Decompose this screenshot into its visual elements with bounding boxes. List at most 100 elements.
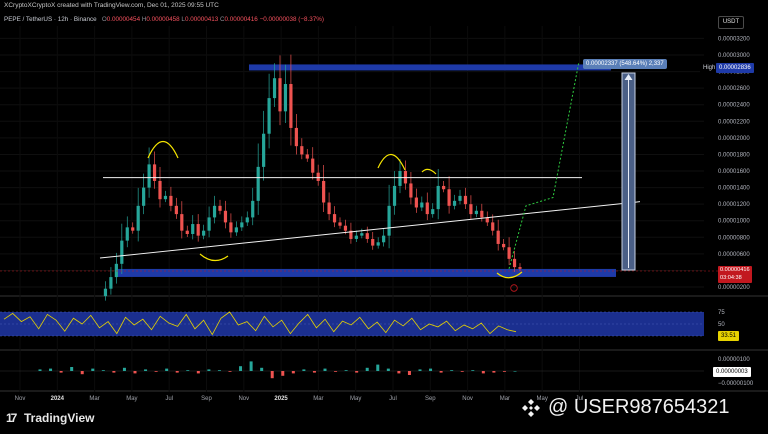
measure-label[interactable]: 0.00002337 (548.64%) 2,337 — [583, 59, 667, 69]
candle-body — [174, 205, 178, 215]
time-tick-label: Sep — [425, 396, 436, 402]
candle-body — [125, 227, 129, 241]
candle-body — [234, 227, 238, 233]
candle-body — [338, 222, 342, 226]
pattern-arc — [377, 153, 406, 171]
candle-body — [278, 78, 282, 112]
high-label: H — [141, 16, 147, 23]
macd-bar — [70, 367, 74, 371]
watermark: @ USER987654321 — [520, 396, 730, 419]
price-tick-label: 0.00003000 — [718, 53, 750, 59]
macd-bar — [239, 366, 243, 371]
candle-body — [120, 240, 124, 264]
time-tick-label: May — [537, 396, 548, 402]
support-zone — [118, 268, 616, 277]
macd-bar — [175, 371, 179, 373]
candle-body — [518, 267, 522, 269]
time-tick-label: Jul — [165, 396, 173, 402]
macd-bar — [144, 369, 148, 371]
candle-body — [229, 222, 233, 233]
candle-body — [316, 172, 320, 181]
candle-body — [256, 166, 260, 201]
drawing-tools[interactable] — [0, 61, 718, 292]
macd-bar — [365, 367, 369, 371]
time-tick-label: 2025 — [274, 396, 288, 402]
candle-body — [507, 247, 511, 259]
candle-body — [240, 222, 244, 228]
candle-body — [169, 195, 173, 206]
candle-body — [365, 233, 369, 239]
rsi-line — [3, 311, 517, 336]
candle-body — [207, 217, 211, 231]
bar-countdown: 03:04:38 — [720, 275, 742, 281]
macd-bar — [312, 371, 316, 373]
candle-series — [103, 54, 522, 301]
price-tick-label: 0.00002000 — [718, 136, 750, 142]
currency-button[interactable]: USDT — [718, 16, 744, 29]
macd-bar — [228, 371, 232, 372]
macd-bar — [323, 368, 327, 371]
candle-body — [322, 180, 326, 203]
candle-body — [436, 185, 440, 210]
candle-body — [136, 205, 140, 231]
low-value: 0.00000413 — [184, 16, 219, 23]
candle-body — [283, 84, 288, 112]
candle-body — [387, 205, 391, 236]
candle-body — [458, 195, 462, 201]
macd-bar — [502, 371, 506, 372]
candle-body — [496, 230, 500, 244]
macd-bar — [133, 371, 137, 374]
candle-body — [409, 183, 413, 198]
price-tick-label: 0.00001200 — [718, 202, 750, 208]
price-zones[interactable] — [118, 64, 616, 277]
macd-bar — [429, 368, 433, 371]
candle-body — [103, 288, 108, 297]
macd-bar — [376, 364, 380, 371]
macd-bar — [492, 371, 496, 373]
macd-bar — [38, 369, 42, 371]
pattern-arc — [147, 140, 179, 159]
candle-body — [272, 78, 277, 99]
candle-body — [114, 263, 118, 278]
time-tick-label: Nov — [238, 396, 249, 402]
candle-body — [512, 258, 517, 268]
candle-body — [223, 210, 228, 223]
candle-body — [491, 222, 495, 231]
candle-body — [311, 158, 315, 173]
price-tick-label: 0.00002600 — [718, 86, 750, 92]
time-tick-label: Mar — [500, 396, 510, 402]
candle-body — [332, 214, 337, 223]
candle-body — [447, 189, 451, 206]
candle-body — [392, 185, 397, 206]
watermark-text: @ USER987654321 — [548, 396, 730, 418]
high-marker-label: High — [700, 63, 719, 73]
candle-body — [371, 238, 375, 246]
macd-bar — [49, 368, 53, 371]
time-tick-label: Jul — [576, 396, 584, 402]
symbol-title[interactable]: PEPE / TetherUS · 12h · Binance — [4, 16, 97, 23]
price-tick-label: 0.00001400 — [718, 186, 750, 192]
candle-body — [245, 217, 249, 223]
candle-body — [442, 185, 446, 190]
symbol-legend[interactable]: PEPE / TetherUS · 12h · Binance O0.00000… — [4, 16, 324, 23]
rsi-pane — [0, 311, 704, 337]
candle-body — [398, 171, 402, 186]
macd-bar — [59, 371, 63, 373]
candle-body — [147, 164, 151, 188]
time-tick-label: Nov — [15, 396, 26, 402]
macd-bar — [91, 368, 95, 371]
rsi-tick-label: 75 — [718, 310, 725, 316]
candle-body — [196, 224, 200, 236]
rsi-value-badge: 33.51 — [718, 331, 740, 341]
time-tick-label: Mar — [89, 396, 99, 402]
tradingview-brand[interactable]: 17 TradingView — [6, 411, 94, 425]
price-tick-label: 0.00001600 — [718, 169, 750, 175]
candle-body — [452, 200, 457, 206]
macd-bar — [260, 367, 264, 371]
low-label: L — [181, 16, 185, 23]
candle-body — [152, 164, 157, 181]
last-price-badge: 0.00000416 03:04:38 — [718, 266, 752, 283]
close-value: 0.00000416 — [224, 16, 258, 23]
price-tick-label: 0.00000200 — [718, 285, 750, 291]
